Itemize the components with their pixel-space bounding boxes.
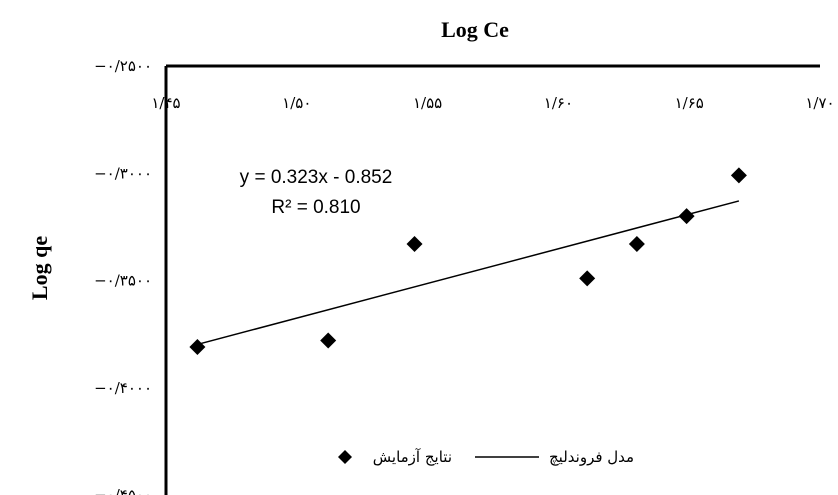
x-tick-label: ۱/۶۵	[675, 94, 704, 112]
y-tick-label: −۰/۴۵۰۰	[94, 486, 152, 495]
x-tick-labels: ۱/۴۵ ۱/۵۰ ۱/۵۵ ۱/۶۰ ۱/۶۵ ۱/۷۰	[151, 94, 834, 112]
legend-label-line: مدل فروندلیچ	[549, 448, 634, 466]
y-axis-title: Log qe	[27, 236, 52, 300]
x-tick-label: ۱/۵۰	[282, 94, 311, 112]
x-tick-label: ۱/۴۵	[151, 94, 180, 112]
y-tick-label: −۰/۳۰۰۰	[94, 164, 152, 182]
data-point	[628, 236, 645, 253]
y-tick-label: −۰/۲۵۰۰	[94, 57, 152, 75]
y-tick-labels: −۰/۲۵۰۰ −۰/۳۰۰۰ −۰/۳۵۰۰ −۰/۴۰۰۰ −۰/۴۵۰۰	[94, 57, 152, 495]
y-tick-label: −۰/۳۵۰۰	[94, 272, 152, 290]
x-tick-label: ۱/۷۰	[805, 94, 834, 112]
r-squared-label: R² = 0.810	[271, 197, 360, 218]
legend-marker-icon	[338, 450, 352, 464]
data-point	[189, 338, 206, 355]
data-points	[189, 167, 747, 355]
data-point	[320, 332, 337, 349]
data-point	[730, 167, 747, 184]
trendline-layer	[197, 200, 740, 346]
x-tick-label: ۱/۵۵	[413, 94, 442, 112]
y-tick-label: −۰/۴۰۰۰	[94, 379, 152, 397]
trendline	[197, 200, 740, 346]
data-point	[579, 270, 596, 287]
chart-title: Log Ce	[441, 17, 509, 42]
data-point	[406, 236, 423, 253]
legend-label-scatter: نتایج آزمایش	[373, 448, 452, 466]
legend: نتایج آزمایش مدل فروندلیچ	[338, 448, 634, 466]
data-point	[678, 208, 695, 225]
trendline-equation: y = 0.323x - 0.852	[240, 167, 393, 188]
x-tick-label: ۱/۶۰	[544, 94, 573, 112]
axes	[164, 64, 820, 495]
